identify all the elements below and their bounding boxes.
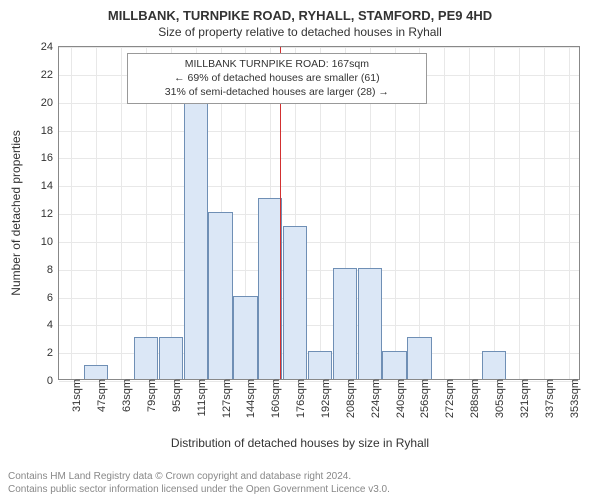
- y-tick-label: 12: [41, 208, 59, 220]
- x-tick-label: 353sqm: [563, 379, 581, 418]
- x-tick-label: 224sqm: [364, 379, 382, 418]
- histogram-bar: [333, 268, 357, 379]
- grid-line: [59, 47, 579, 48]
- y-tick-label: 18: [41, 125, 59, 137]
- x-tick-label: 144sqm: [239, 379, 257, 418]
- annotation-line: ← 69% of detached houses are smaller (61…: [134, 71, 420, 85]
- histogram-bar: [184, 101, 208, 379]
- y-tick-label: 0: [47, 375, 59, 387]
- grid-line: [71, 47, 72, 379]
- x-axis-label: Distribution of detached houses by size …: [171, 436, 429, 450]
- histogram-bar: [233, 296, 257, 380]
- histogram-bar: [84, 365, 108, 379]
- y-tick-label: 8: [47, 264, 59, 276]
- y-tick-label: 22: [41, 69, 59, 81]
- x-tick-label: 321sqm: [513, 379, 531, 418]
- x-tick-label: 337sqm: [538, 379, 556, 418]
- x-tick-label: 160sqm: [264, 379, 282, 418]
- grid-line: [59, 242, 579, 243]
- histogram-bar: [258, 198, 282, 379]
- x-tick-label: 176sqm: [289, 379, 307, 418]
- grid-line: [519, 47, 520, 379]
- histogram-bar: [134, 337, 158, 379]
- grid-line: [59, 298, 579, 299]
- plot-area: 02468101214161820222431sqm47sqm63sqm79sq…: [58, 46, 580, 380]
- x-tick-label: 288sqm: [463, 379, 481, 418]
- grid-line: [59, 270, 579, 271]
- histogram-bar: [159, 337, 183, 379]
- histogram-bar: [358, 268, 382, 379]
- grid-line: [59, 214, 579, 215]
- footer-line: Contains public sector information licen…: [8, 484, 390, 497]
- histogram-bar: [208, 212, 232, 379]
- grid-line: [59, 158, 579, 159]
- grid-line: [59, 325, 579, 326]
- x-tick-label: 305sqm: [488, 379, 506, 418]
- y-tick-label: 4: [47, 319, 59, 331]
- x-tick-label: 127sqm: [215, 379, 233, 418]
- y-tick-label: 24: [41, 41, 59, 53]
- footer-line: Contains HM Land Registry data © Crown c…: [8, 471, 390, 484]
- grid-line: [121, 47, 122, 379]
- annotation-box: MILLBANK TURNPIKE ROAD: 167sqm ← 69% of …: [127, 53, 427, 104]
- y-tick-label: 2: [47, 347, 59, 359]
- histogram-bar: [382, 351, 406, 379]
- y-tick-label: 14: [41, 180, 59, 192]
- x-tick-label: 111sqm: [190, 379, 208, 417]
- histogram-bar: [482, 351, 506, 379]
- x-tick-label: 63sqm: [115, 379, 133, 412]
- annotation-line: MILLBANK TURNPIKE ROAD: 167sqm: [134, 57, 420, 71]
- x-tick-label: 47sqm: [90, 379, 108, 412]
- chart-title: MILLBANK, TURNPIKE ROAD, RYHALL, STAMFOR…: [0, 0, 600, 23]
- histogram-bar: [407, 337, 431, 379]
- annotation-line: 31% of semi-detached houses are larger (…: [134, 85, 420, 99]
- footer-attribution: Contains HM Land Registry data © Crown c…: [8, 471, 390, 496]
- y-tick-label: 10: [41, 236, 59, 248]
- histogram-chart: MILLBANK, TURNPIKE ROAD, RYHALL, STAMFOR…: [0, 0, 600, 500]
- x-tick-label: 79sqm: [140, 379, 158, 412]
- grid-line: [444, 47, 445, 379]
- y-tick-label: 20: [41, 97, 59, 109]
- grid-line: [96, 47, 97, 379]
- x-tick-label: 31sqm: [65, 379, 83, 412]
- grid-line: [544, 47, 545, 379]
- grid-line: [569, 47, 570, 379]
- y-tick-label: 16: [41, 152, 59, 164]
- x-tick-label: 272sqm: [438, 379, 456, 418]
- y-axis-label: Number of detached properties: [9, 130, 23, 295]
- grid-line: [59, 131, 579, 132]
- grid-line: [494, 47, 495, 379]
- grid-line: [59, 186, 579, 187]
- x-tick-label: 208sqm: [339, 379, 357, 418]
- x-tick-label: 95sqm: [165, 379, 183, 412]
- y-tick-label: 6: [47, 292, 59, 304]
- grid-line: [469, 47, 470, 379]
- x-tick-label: 240sqm: [389, 379, 407, 418]
- chart-subtitle: Size of property relative to detached ho…: [0, 23, 600, 39]
- x-tick-label: 192sqm: [314, 379, 332, 418]
- x-tick-label: 256sqm: [413, 379, 431, 418]
- histogram-bar: [308, 351, 332, 379]
- histogram-bar: [283, 226, 307, 379]
